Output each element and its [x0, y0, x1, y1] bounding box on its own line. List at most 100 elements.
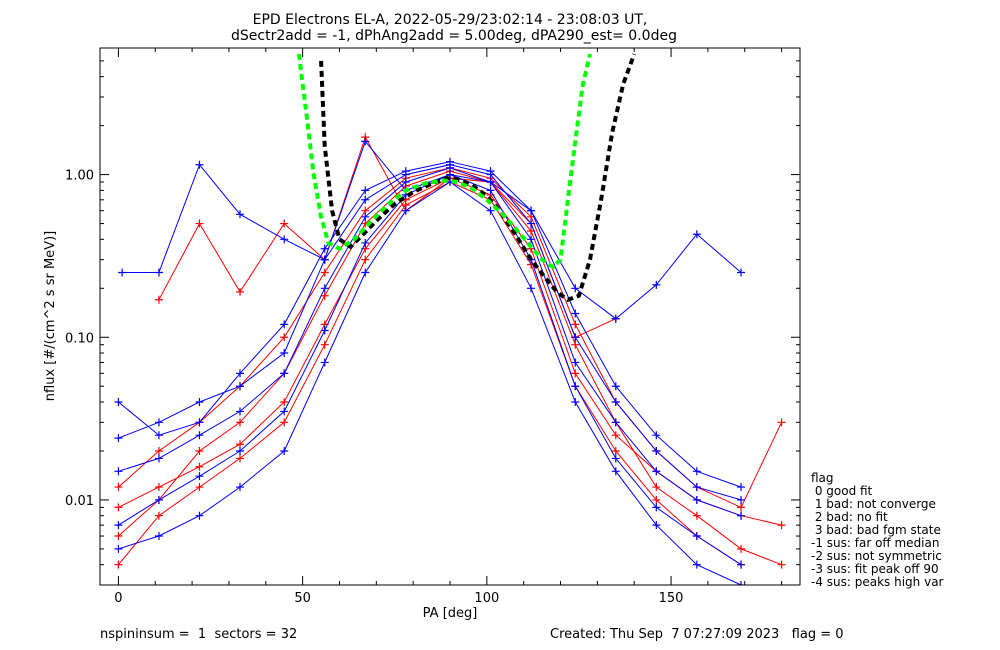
- data-point: [737, 511, 746, 520]
- data-point: [195, 446, 204, 455]
- legend-title: flag: [811, 471, 834, 485]
- y-tick-label: 0.01: [65, 494, 94, 509]
- series-line-5: [118, 167, 742, 517]
- data-point: [154, 295, 163, 304]
- series-line-4: [118, 181, 742, 566]
- data-point: [114, 467, 123, 476]
- y-tick-label: 0.10: [65, 331, 94, 346]
- plot-area: [114, 53, 786, 585]
- data-point: [361, 137, 370, 146]
- plot-frame: [99, 47, 801, 586]
- data-point: [737, 560, 746, 569]
- data-point: [280, 320, 289, 329]
- x-axis-label: PA [deg]: [423, 606, 478, 621]
- data-point: [154, 532, 163, 541]
- chart-title-line-1: EPD Electrons EL-A, 2022-05-29/23:02:14 …: [253, 12, 648, 28]
- data-point: [611, 446, 620, 455]
- data-point: [652, 495, 661, 504]
- legend-entry: 3 bad: bad fgm state: [811, 523, 941, 537]
- data-point: [652, 483, 661, 492]
- y-tick-label: 1.00: [65, 169, 94, 184]
- data-point: [777, 418, 786, 427]
- data-point: [280, 219, 289, 228]
- data-point: [777, 560, 786, 569]
- data-point: [236, 483, 244, 492]
- data-point: [401, 167, 410, 176]
- data-point: [692, 483, 701, 492]
- data-point: [777, 521, 786, 530]
- data-point: [571, 340, 580, 349]
- data-point: [571, 369, 580, 378]
- data-point: [571, 320, 580, 329]
- data-point: [446, 170, 454, 179]
- data-point: [320, 340, 329, 349]
- data-point: [195, 431, 204, 440]
- data-point: [611, 454, 620, 463]
- data-point: [280, 333, 289, 342]
- data-point: [320, 358, 329, 367]
- data-point: [236, 440, 244, 449]
- legend: flag 0 good fit 1 bad: not converge 2 ba…: [811, 471, 944, 589]
- legend-entry: -2 sus: not symmetric: [811, 549, 942, 563]
- data-point: [486, 178, 495, 187]
- data-point: [571, 358, 580, 367]
- x-tick-label: 0: [114, 591, 122, 606]
- data-point: [611, 467, 620, 476]
- data-point: [652, 431, 661, 440]
- data-point: [692, 532, 701, 541]
- data-point: [320, 284, 329, 293]
- data-point: [236, 369, 244, 378]
- data-point: [195, 418, 204, 427]
- data-point: [195, 160, 204, 169]
- data-point: [571, 397, 580, 406]
- data-point: [320, 326, 329, 335]
- data-point: [652, 521, 661, 530]
- data-point: [361, 212, 370, 221]
- legend-entry: 2 bad: no fit: [811, 510, 888, 524]
- data-point: [280, 235, 289, 244]
- data-point: [236, 210, 244, 219]
- series-line-1: [118, 170, 782, 566]
- data-point: [527, 235, 536, 244]
- data-point: [571, 309, 580, 318]
- data-point: [195, 483, 204, 492]
- data-point: [114, 532, 123, 541]
- data-point: [195, 511, 204, 520]
- data-point: [652, 503, 661, 512]
- data-point: [114, 521, 123, 530]
- series-line-8: [118, 181, 742, 585]
- data-point: [154, 454, 163, 463]
- data-point: [195, 397, 204, 406]
- series-line-0: [118, 177, 782, 526]
- data-point: [236, 382, 244, 391]
- data-point: [486, 167, 495, 176]
- y-axis-label: nflux [#/(cm^2 s sr MeV)]: [43, 231, 58, 401]
- data-point: [154, 431, 163, 440]
- data-point: [280, 446, 289, 455]
- data-point: [154, 483, 163, 492]
- legend-entry: -1 sus: far off median: [811, 536, 939, 550]
- data-point: [611, 382, 620, 391]
- data-point: [486, 186, 495, 195]
- data-point: [154, 511, 163, 520]
- data-point: [114, 483, 123, 492]
- data-point: [280, 418, 289, 427]
- data-point: [280, 349, 289, 358]
- data-point: [236, 446, 244, 455]
- data-point: [401, 206, 410, 215]
- x-tick-label: 50: [294, 591, 311, 606]
- data-point: [114, 544, 123, 553]
- x-tick-label: 100: [474, 591, 499, 606]
- data-point: [737, 503, 746, 512]
- data-point: [652, 280, 661, 289]
- legend-entry: 1 bad: not converge: [811, 497, 936, 511]
- data-point: [320, 268, 329, 277]
- axes: 0 50 100 150 0.01 0.10 1.00: [65, 47, 800, 606]
- data-point: [154, 495, 163, 504]
- fit-curve-0: [319, 53, 637, 303]
- data-point: [527, 284, 536, 293]
- data-point: [401, 178, 410, 187]
- data-point: [114, 503, 123, 512]
- data-point: [320, 255, 329, 264]
- data-point: [652, 446, 661, 455]
